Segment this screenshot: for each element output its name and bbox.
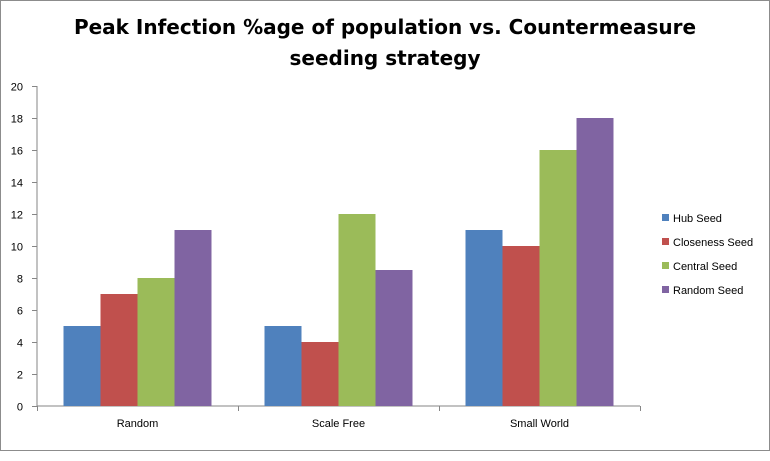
bar-closeness-seed bbox=[301, 342, 339, 406]
y-tick-label: 0 bbox=[17, 402, 23, 414]
bar-closeness-seed bbox=[502, 246, 540, 406]
legend-label: Central Seed bbox=[673, 261, 737, 273]
y-tick-label: 8 bbox=[17, 274, 23, 286]
y-tick-label: 12 bbox=[11, 210, 23, 222]
bar-hub-seed bbox=[63, 326, 101, 406]
legend-label: Closeness Seed bbox=[673, 237, 753, 249]
bar-central-seed bbox=[137, 278, 175, 406]
bar-central-seed bbox=[539, 150, 577, 406]
legend-swatch bbox=[662, 238, 669, 245]
y-tick-label: 2 bbox=[17, 370, 23, 382]
bar-random-seed bbox=[174, 230, 212, 406]
bar-closeness-seed bbox=[100, 294, 138, 406]
y-tick-label: 4 bbox=[17, 338, 23, 350]
legend-label: Hub Seed bbox=[673, 213, 722, 225]
x-tick-label: Random bbox=[117, 418, 159, 430]
y-tick-label: 10 bbox=[11, 242, 23, 254]
bar-hub-seed bbox=[264, 326, 302, 406]
bar-random-seed bbox=[576, 118, 614, 406]
legend-label: Random Seed bbox=[673, 285, 743, 297]
bar-hub-seed bbox=[465, 230, 503, 406]
chart-title: Peak Infection %age of population vs. Co… bbox=[0, 12, 770, 74]
y-tick-label: 18 bbox=[11, 114, 23, 126]
chart-title-line-2: seeding strategy bbox=[289, 46, 481, 70]
x-tick-label: Scale Free bbox=[312, 418, 365, 430]
y-tick-label: 14 bbox=[11, 178, 23, 190]
x-tick-label: Small World bbox=[510, 418, 569, 430]
legend-swatch bbox=[662, 286, 669, 293]
y-tick-label: 20 bbox=[11, 82, 23, 94]
y-tick-label: 16 bbox=[11, 146, 23, 158]
legend-swatch bbox=[662, 214, 669, 221]
y-tick-label: 6 bbox=[17, 306, 23, 318]
bar-central-seed bbox=[338, 214, 376, 406]
legend-swatch bbox=[662, 262, 669, 269]
chart-title-line-1: Peak Infection %age of population vs. Co… bbox=[73, 15, 697, 39]
bar-random-seed bbox=[375, 270, 413, 406]
